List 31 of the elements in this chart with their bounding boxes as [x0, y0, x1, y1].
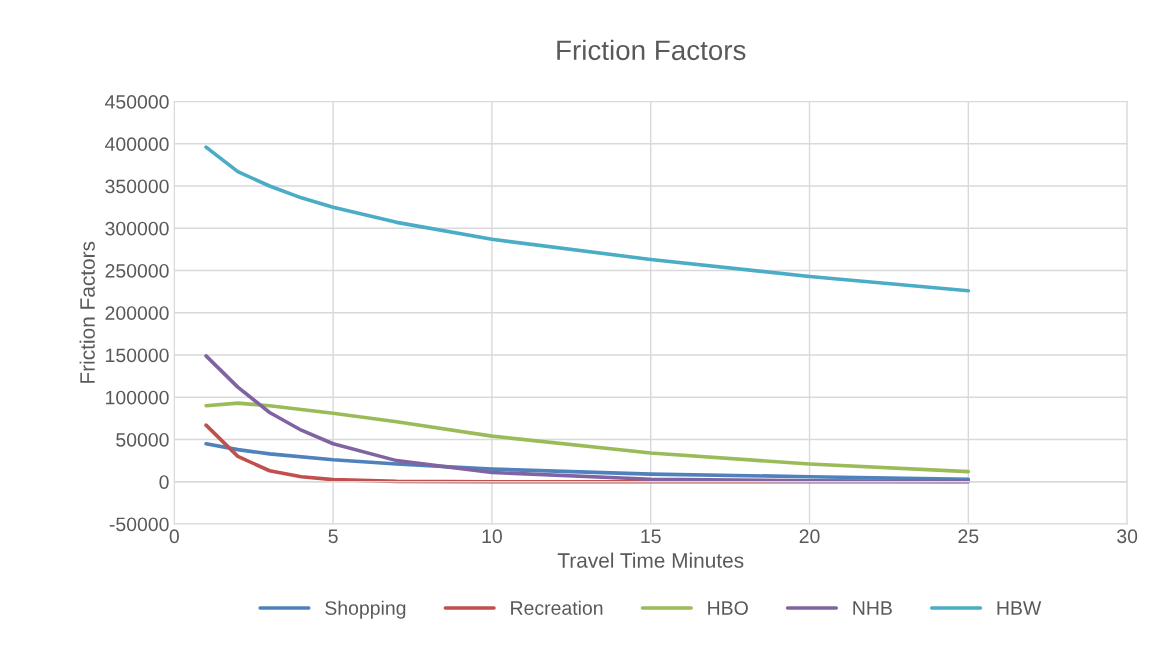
y-tick-label: 250000: [105, 263, 169, 278]
line-series: [204, 354, 971, 484]
x-tick-label: 30: [1117, 529, 1138, 544]
line-series: [204, 441, 971, 482]
chart-title: Friction Factors: [557, 39, 746, 61]
legend-label: Recreation: [511, 600, 603, 615]
x-axis-title: Travel Time Minutes: [557, 552, 744, 568]
x-tick-label: 25: [958, 529, 979, 544]
legend-label: NHB: [853, 601, 892, 615]
legend-label: HBO: [708, 601, 748, 615]
y-tick-label: 400000: [105, 137, 169, 152]
y-tick-label: 150000: [106, 348, 169, 363]
x-tick-label: 0: [169, 529, 179, 544]
line-series: [204, 401, 971, 474]
y-tick-label: 200000: [105, 306, 169, 320]
y-tick-label: 300000: [105, 221, 169, 236]
x-tick-label: 10: [482, 529, 502, 544]
y-axis-title: Friction Factors: [79, 241, 95, 383]
y-tick-label: -50000: [109, 517, 169, 532]
y-tick-label: 100000: [106, 390, 169, 405]
y-tick-label: 0: [159, 475, 169, 489]
line-series: [204, 145, 971, 293]
y-tick-label: 50000: [116, 432, 169, 447]
line-series: [204, 423, 971, 484]
x-tick-label: 15: [641, 529, 661, 544]
legend-label: Shopping: [325, 600, 406, 619]
y-tick-label: 450000: [105, 94, 169, 109]
legend-label: HBW: [997, 601, 1042, 615]
x-tick-label: 20: [799, 529, 820, 544]
y-tick-label: 350000: [105, 179, 169, 194]
x-tick-label: 5: [328, 529, 338, 544]
